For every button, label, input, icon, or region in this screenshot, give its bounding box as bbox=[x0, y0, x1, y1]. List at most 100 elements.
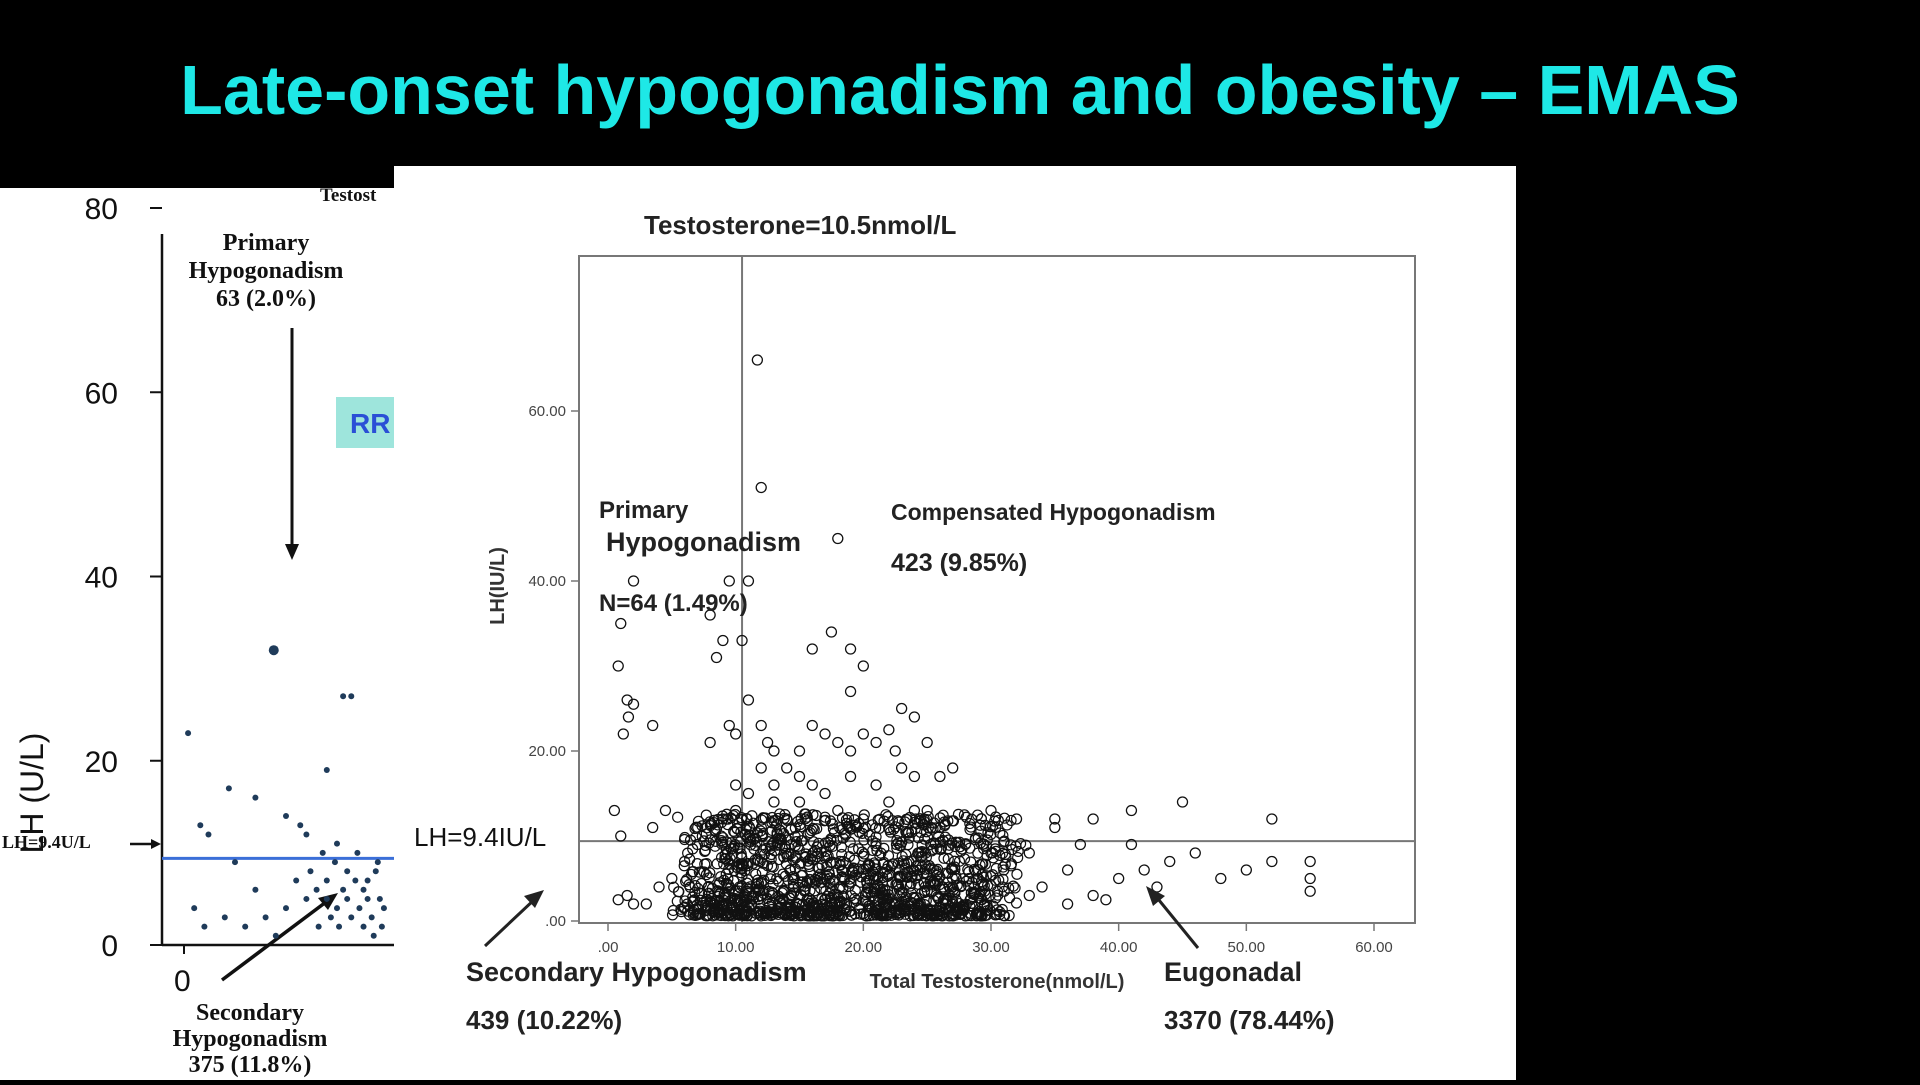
right-data-point bbox=[972, 872, 984, 885]
right-data-point bbox=[713, 903, 725, 916]
right-data-point bbox=[832, 532, 844, 545]
right-data-point bbox=[679, 831, 691, 844]
right-data-point bbox=[824, 887, 836, 900]
right-data-point bbox=[991, 885, 1004, 897]
left-data-point bbox=[340, 886, 347, 893]
left-data-point bbox=[303, 895, 310, 902]
left-data-point bbox=[344, 895, 351, 902]
right-data-point bbox=[857, 728, 869, 740]
right-data-point bbox=[947, 863, 959, 875]
right-data-point bbox=[774, 839, 786, 851]
right-data-point bbox=[1010, 897, 1023, 909]
right-data-point bbox=[1036, 881, 1048, 893]
right-data-point bbox=[733, 817, 745, 829]
right-data-point bbox=[883, 868, 896, 880]
right-data-point bbox=[997, 873, 1009, 885]
right-data-point bbox=[934, 770, 946, 783]
right-data-point bbox=[857, 660, 869, 672]
right-data-point bbox=[934, 836, 947, 848]
right-data-point bbox=[807, 854, 819, 866]
right-data-point bbox=[890, 838, 903, 851]
right-data-point bbox=[958, 902, 970, 914]
right-data-point bbox=[892, 815, 904, 827]
right-secondary-arrowhead bbox=[524, 890, 544, 908]
right-data-point bbox=[710, 823, 723, 835]
right-data-point bbox=[954, 836, 966, 848]
left-data-point bbox=[293, 877, 300, 884]
right-data-point bbox=[1005, 814, 1017, 827]
left-data-point bbox=[360, 923, 367, 930]
right-data-point bbox=[771, 873, 783, 885]
right-x-tick-label: 50.00 bbox=[1228, 939, 1266, 956]
right-data-point bbox=[780, 858, 792, 870]
right-data-point bbox=[704, 819, 717, 832]
right-data-point bbox=[812, 871, 824, 883]
right-data-point bbox=[809, 877, 821, 889]
right-data-point bbox=[924, 909, 936, 921]
right-data-point bbox=[832, 804, 844, 817]
right-data-point bbox=[1087, 889, 1099, 902]
right-data-point bbox=[910, 851, 923, 863]
right-data-point bbox=[1266, 813, 1278, 825]
right-data-point bbox=[617, 728, 629, 740]
right-data-point bbox=[699, 904, 711, 916]
right-chart: Testosterone=10.5nmol/L .00 10.00 20.00 30.… bbox=[414, 210, 1416, 1035]
left-data-point bbox=[221, 914, 228, 921]
left-data-point bbox=[370, 932, 377, 939]
right-data-point bbox=[959, 838, 972, 851]
right-data-point bbox=[971, 809, 984, 821]
right-y-tick-label: .00 bbox=[545, 913, 566, 930]
left-primary-line2: Hypogonadism bbox=[189, 258, 344, 284]
right-data-point bbox=[825, 897, 837, 909]
right-data-point bbox=[826, 818, 839, 830]
right-data-point bbox=[720, 853, 732, 865]
right-data-point bbox=[774, 832, 787, 845]
right-chart-title: Testosterone=10.5nmol/L bbox=[644, 210, 956, 240]
right-x-tick-label: 60.00 bbox=[1355, 939, 1393, 956]
right-data-point bbox=[824, 856, 837, 869]
left-rr-badge-bg bbox=[336, 397, 394, 448]
right-data-point bbox=[941, 895, 953, 907]
right-data-point bbox=[615, 830, 627, 842]
right-data-point bbox=[844, 685, 857, 698]
left-data-point bbox=[297, 822, 304, 829]
left-secondary-line1: Secondary bbox=[196, 1000, 304, 1026]
right-data-point bbox=[899, 816, 911, 828]
right-data-point bbox=[759, 909, 771, 922]
right-data-point bbox=[788, 908, 800, 920]
right-data-point bbox=[998, 864, 1010, 876]
right-data-point bbox=[768, 745, 780, 757]
right-data-point bbox=[927, 823, 939, 835]
right-eugonadal-label: Eugonadal bbox=[1164, 957, 1302, 987]
right-data-point bbox=[804, 907, 817, 919]
right-data-point bbox=[895, 839, 907, 851]
left-rr-badge: RR bbox=[350, 408, 390, 439]
right-secondary-arrow bbox=[483, 896, 538, 948]
right-data-point bbox=[877, 871, 889, 884]
right-data-point bbox=[1113, 872, 1125, 885]
left-secondary-line2: Hypogonadism bbox=[173, 1026, 328, 1052]
right-data-point bbox=[1061, 898, 1074, 910]
right-data-point bbox=[612, 894, 624, 906]
right-data-point bbox=[976, 910, 988, 922]
left-data-point bbox=[201, 923, 208, 930]
left-data-point bbox=[334, 905, 340, 912]
left-data-point bbox=[272, 932, 279, 939]
right-data-point bbox=[792, 840, 804, 852]
right-data-point bbox=[996, 847, 1009, 860]
right-data-point bbox=[947, 762, 959, 774]
left-data-point bbox=[374, 859, 381, 866]
left-y-tick-label: 0 bbox=[101, 930, 118, 963]
right-secondary-count: 439 (10.22%) bbox=[466, 1005, 622, 1035]
right-data-point bbox=[742, 694, 755, 706]
right-x-axis-label: Total Testosterone(nmol/L) bbox=[870, 971, 1125, 993]
right-data-point bbox=[691, 858, 703, 870]
right-data-point bbox=[831, 834, 843, 846]
right-data-point bbox=[844, 770, 857, 783]
right-data-point bbox=[969, 833, 981, 846]
left-data-point bbox=[323, 766, 330, 773]
right-data-point bbox=[894, 888, 906, 900]
right-data-point bbox=[1138, 864, 1150, 876]
right-data-point bbox=[837, 832, 849, 844]
right-data-point bbox=[789, 822, 801, 834]
